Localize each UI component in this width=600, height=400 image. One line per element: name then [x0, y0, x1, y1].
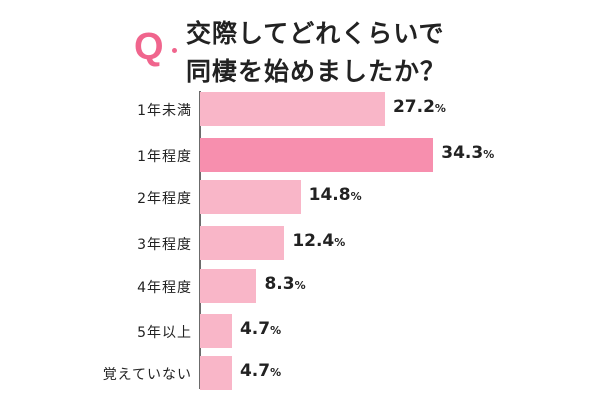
bar-row: 覚えていない 4.7% [0, 356, 600, 392]
bar-row: 2年程度 14.8% [0, 180, 600, 216]
bar-row: 4年程度 8.3% [0, 269, 600, 305]
bar-row: 5年以上 4.7% [0, 314, 600, 350]
category-label: 4年程度 [137, 280, 192, 296]
value-label: 27.2% [392, 97, 446, 117]
y-axis-line [199, 91, 201, 389]
bar-row: 1年未満 27.2% [0, 92, 600, 128]
bar [200, 226, 285, 260]
value-label: 14.8% [308, 185, 362, 205]
value-label: 12.4% [292, 231, 346, 251]
value-label: 8.3% [264, 274, 306, 294]
value-label: 4.7% [239, 319, 282, 339]
category-label: 覚えていない [102, 367, 192, 383]
category-label: 1年程度 [137, 149, 192, 165]
q-dot-icon [172, 48, 177, 53]
q-mark-icon: Q [134, 26, 164, 68]
category-label: 1年未満 [137, 103, 192, 119]
bar [200, 314, 232, 348]
value-label: 34.3% [441, 143, 495, 163]
title-line-1: 交際してどれくらいで [186, 19, 445, 48]
category-label: 5年以上 [137, 325, 192, 341]
category-label: 3年程度 [137, 237, 192, 253]
bar [200, 269, 257, 303]
chart-title: Q 交際してどれくらいで 同棲を始めましたか？ [130, 8, 510, 88]
bar [200, 92, 385, 126]
bar-row: 3年程度 12.4% [0, 226, 600, 262]
value-label: 4.7% [239, 361, 282, 381]
bar [200, 138, 434, 172]
category-label: 2年程度 [137, 191, 192, 207]
bar [200, 356, 232, 390]
bar [200, 180, 301, 214]
title-line-2: 同棲を始めましたか？ [186, 57, 447, 86]
bar-row: 1年程度 34.3% [0, 138, 600, 174]
